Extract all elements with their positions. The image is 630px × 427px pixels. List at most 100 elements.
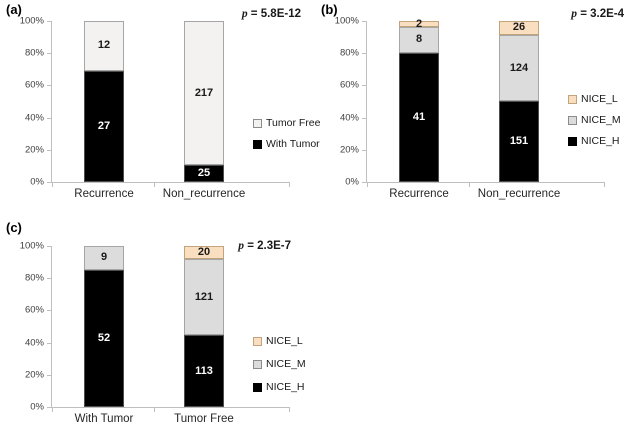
y-axis-line [51,246,52,408]
segment-nice_h: 151 [499,101,539,182]
y-tick-mark [47,53,51,55]
x-tick-mark [289,408,290,412]
x-tick-mark [289,183,290,187]
y-tick-label: 100% [19,15,44,27]
y-tick-label: 20% [24,369,44,381]
legend-swatch-icon [253,382,262,392]
x-tick-mark [154,183,155,187]
panel-c-label: (c) [6,220,22,235]
x-tick-mark [154,408,155,412]
segment-nice_m: 9 [84,246,124,270]
legend-item-nice_h: NICE_H [253,381,306,393]
y-tick-label: 40% [24,337,44,349]
y-tick-label: 0% [345,176,359,188]
y-tick-mark [47,278,51,280]
legend-item-with-tumor: With Tumor [253,138,320,150]
p-text: = 2.3E-7 [244,240,291,252]
segment-tumor-free: 217 [184,21,224,166]
panel-a-label: (a) [6,2,22,17]
bar-non_recurrence: 25 217 [184,21,224,182]
y-tick-mark [362,53,366,55]
legend-label: With Tumor [266,138,320,150]
category-label: Recurrence [389,188,449,200]
panel-a-plot: 100% 80% 60% 40% 20% 0% 27 12 Recurrence 25 217 Non… [20,16,290,200]
x-axis-line [362,182,605,183]
segment-nice_m: 124 [499,34,539,102]
panel-a-legend: Tumor Free With Tumor [253,117,320,150]
p-symbol: p [241,8,248,20]
category-label: With Tumor [74,413,134,425]
y-tick-label: 100% [19,240,44,252]
panel-b-legend: NICE_L NICE_M NICE_H [568,93,621,147]
legend-swatch-icon [568,94,577,104]
legend-label: NICE_H [581,135,620,147]
y-tick-label: 0% [30,176,44,188]
legend-swatch-icon [253,139,262,149]
panel-c-p-value: p = 2.3E-7 [238,240,291,252]
y-tick-mark [47,149,51,151]
y-tick-label: 60% [24,304,44,316]
segment-nice_m: 121 [184,258,224,336]
legend-swatch-icon [253,118,262,128]
x-axis-line [47,182,290,183]
y-tick-mark [362,21,366,22]
y-axis-line [51,21,52,183]
y-tick-label: 40% [24,112,44,124]
x-axis-line [47,407,290,408]
category-label: Non_recurrence [162,188,246,200]
y-tick-label: 20% [24,144,44,156]
legend-label: NICE_M [266,358,306,370]
y-tick-mark [362,149,366,151]
panel-a-p-value: p = 5.8E-12 [242,8,301,20]
x-tick-mark [367,183,368,187]
x-tick-mark [604,183,605,187]
legend-label: NICE_L [266,335,303,347]
legend-swatch-icon [253,336,262,346]
y-tick-label: 80% [24,47,44,59]
y-tick-label: 80% [24,272,44,284]
panel-a: (a) p = 5.8E-12 100% 80% 60% 40% 20% 0% 27 12 Re… [0,0,320,213]
y-tick-mark [47,407,51,408]
segment-nice_h: 113 [184,335,224,407]
legend-item-nice_m: NICE_M [568,114,621,126]
category-label: Tumor Free [174,413,234,425]
p-symbol: p [571,8,577,20]
y-tick-label: 0% [30,401,44,413]
legend-swatch-icon [568,136,577,146]
y-tick-label: 100% [334,15,359,27]
y-tick-mark [362,85,366,87]
bar-with-tumor: 52 9 [84,246,124,407]
p-text: = 5.8E-12 [247,8,301,20]
panel-b-label: (b) [321,2,338,17]
segment-nice_m: 8 [399,27,439,53]
y-tick-mark [47,374,51,376]
segment-nice_l: 20 [184,246,224,259]
panel-b-p-value: p = 3.2E-4 [571,8,624,20]
category-label: Recurrence [74,188,134,200]
legend-swatch-icon [568,115,577,125]
y-tick-mark [47,182,51,183]
legend-swatch-icon [253,359,262,369]
segment-nice_h: 41 [399,52,439,182]
y-tick-mark [47,21,51,22]
panel-c: (c) p = 2.3E-7 100% 80% 60% 40% 20% 0% 52 9 With… [0,214,315,427]
y-tick-mark [47,310,51,312]
y-tick-label: 20% [339,144,359,156]
y-tick-label: 60% [339,79,359,91]
x-tick-mark [52,183,53,187]
segment-with-tumor: 25 [184,165,224,182]
p-text: = 3.2E-4 [577,8,624,20]
bar-recurrence: 41 8 2 [399,18,439,182]
legend-item-tumor-free: Tumor Free [253,117,320,129]
category-label: Non_recurrence [477,188,561,200]
legend-item-nice_h: NICE_H [568,135,621,147]
y-tick-label: 60% [24,79,44,91]
legend-label: NICE_H [266,381,305,393]
x-tick-mark [52,408,53,412]
panel-c-legend: NICE_L NICE_M NICE_H [253,335,306,393]
y-tick-mark [47,342,51,344]
legend-item-nice_m: NICE_M [253,358,306,370]
p-symbol: p [238,240,244,252]
x-tick-mark [469,183,470,187]
